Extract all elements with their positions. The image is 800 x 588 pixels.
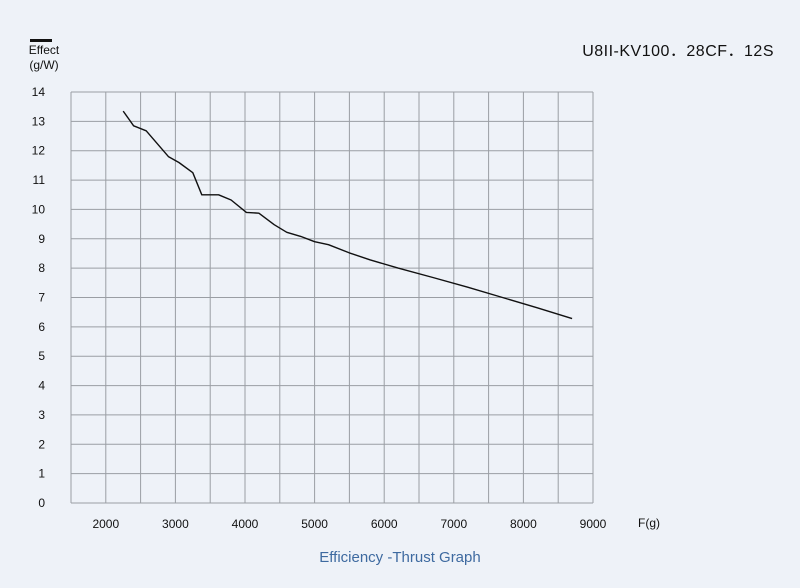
y-tick-label: 0 xyxy=(38,496,45,510)
x-tick-label: 9000 xyxy=(580,517,607,531)
x-tick-label: 5000 xyxy=(301,517,328,531)
y-tick-label: 3 xyxy=(38,408,45,422)
y-tick-label: 4 xyxy=(38,379,45,393)
y-tick-label: 12 xyxy=(32,144,46,158)
y-axis-title-line1: Effect xyxy=(28,43,60,57)
y-axis-title-line2: (g/W) xyxy=(29,58,59,72)
model-name: U8II-KV100．28CF．12S xyxy=(582,43,774,60)
x-tick-label: 2000 xyxy=(92,517,119,531)
y-tick-label: 14 xyxy=(32,85,46,99)
y-tick-label: 6 xyxy=(38,320,45,334)
x-tick-label: 8000 xyxy=(510,517,537,531)
x-tick-label: 6000 xyxy=(371,517,398,531)
chart-caption: Efficiency -Thrust Graph xyxy=(319,549,481,566)
y-tick-label: 13 xyxy=(32,114,46,128)
y-tick-label: 5 xyxy=(38,349,45,363)
y-tick-label: 2 xyxy=(38,437,45,451)
y-tick-label: 7 xyxy=(38,291,45,305)
y-tick-label: 9 xyxy=(38,232,45,246)
series-line xyxy=(122,110,573,320)
legend-swatch xyxy=(30,39,52,42)
x-axis-title: F(g) xyxy=(638,516,660,530)
y-tick-label: 1 xyxy=(38,467,45,481)
y-tick-label: 8 xyxy=(38,261,45,275)
y-tick-label: 10 xyxy=(32,202,46,216)
y-tick-label: 11 xyxy=(33,173,46,187)
x-tick-label: 7000 xyxy=(440,517,467,531)
y-axis-title: Effect (g/W) xyxy=(22,43,66,73)
x-tick-label: 3000 xyxy=(162,517,189,531)
x-tick-label: 4000 xyxy=(232,517,259,531)
